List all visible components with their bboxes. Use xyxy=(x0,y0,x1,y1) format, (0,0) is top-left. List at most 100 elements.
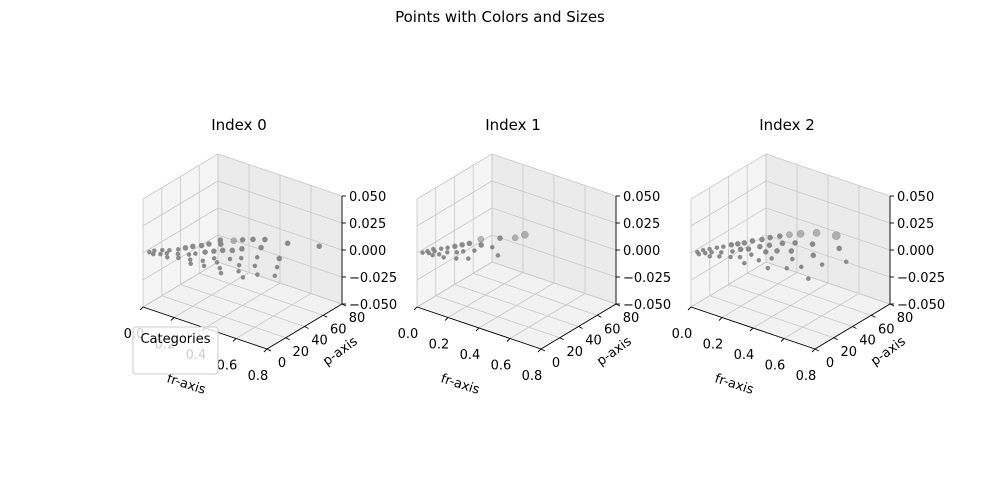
x-tick-label: 0.4 xyxy=(734,348,755,363)
grid-line xyxy=(765,207,891,251)
scatter-point xyxy=(274,264,280,270)
x-tick-label: 0.2 xyxy=(429,338,450,353)
z-tick-label: 0.050 xyxy=(897,190,934,205)
scatter-point xyxy=(284,240,291,247)
x-tick xyxy=(749,327,754,332)
x-tick-label: 0.4 xyxy=(460,348,481,363)
scatter-point xyxy=(453,256,459,261)
z-tick-label: 0.025 xyxy=(623,217,660,232)
scatter-point xyxy=(186,252,192,257)
scatter-point xyxy=(262,236,268,243)
y-tick xyxy=(833,337,838,341)
grid-line xyxy=(765,153,891,197)
y-tick-label: 80 xyxy=(623,311,640,326)
grid-line xyxy=(491,153,617,197)
x-axis-label: fr-axis xyxy=(713,371,756,398)
scatter-point xyxy=(766,242,773,249)
scatter-point xyxy=(258,244,264,251)
grid-line xyxy=(491,207,617,251)
x-tick-label: 0.6 xyxy=(765,359,786,374)
scatter-point xyxy=(430,252,436,258)
scatter-point xyxy=(218,270,224,276)
grid-line xyxy=(690,207,767,254)
scatter-point xyxy=(779,240,786,247)
y-tick-label: 0 xyxy=(278,356,286,371)
scatter-point xyxy=(831,231,841,241)
scatter-point xyxy=(784,265,790,271)
z-tick-label: 0.025 xyxy=(349,217,386,232)
scatter-point xyxy=(809,241,816,247)
x-tick-label: 0.6 xyxy=(217,359,238,374)
scatter-point xyxy=(187,257,193,262)
scatter-point xyxy=(788,248,795,254)
scatter-point xyxy=(454,250,460,255)
scatter-point xyxy=(511,234,519,242)
y-tick-label: 80 xyxy=(897,311,914,326)
scatter-point xyxy=(159,247,165,253)
scatter-point xyxy=(521,230,529,239)
scatter-point xyxy=(147,249,152,255)
y-tick-label: 0 xyxy=(552,356,560,371)
scatter-point xyxy=(472,248,477,253)
scatter-point xyxy=(792,240,798,246)
scatter-point xyxy=(465,256,471,261)
scatter-point xyxy=(200,258,206,264)
z-tick-label: 0.025 xyxy=(897,217,934,232)
grid-line xyxy=(416,153,493,200)
legend-box xyxy=(132,326,219,375)
scatter-point xyxy=(158,251,163,257)
scatter-point xyxy=(239,236,246,243)
x-tick xyxy=(232,338,237,342)
scatter-point xyxy=(741,240,748,246)
scatter-point xyxy=(702,250,708,256)
scatter-point xyxy=(150,251,156,257)
scatter-point xyxy=(238,255,244,261)
x-tick xyxy=(506,338,511,342)
scatter-point xyxy=(497,235,503,241)
grid-line xyxy=(217,207,343,251)
scatter-point xyxy=(276,255,283,262)
scatter-point xyxy=(714,245,720,251)
z-tick-label: 0.050 xyxy=(349,190,386,205)
scatter-point xyxy=(250,236,256,243)
grid-line xyxy=(491,261,617,305)
grid-line xyxy=(783,293,860,339)
scatter-point xyxy=(745,246,752,252)
x-tick-label: 0.8 xyxy=(522,369,543,384)
grid-line xyxy=(454,284,579,327)
scatter-point xyxy=(843,259,849,265)
y-tick-label: 60 xyxy=(330,322,347,337)
scatter-point xyxy=(720,244,726,250)
scatter-point xyxy=(201,263,207,269)
x-axis-label: fr-axis xyxy=(439,371,482,398)
grid-line xyxy=(217,153,343,197)
x-tick xyxy=(537,348,542,353)
scatter-point xyxy=(164,254,170,260)
x-tick xyxy=(263,348,268,353)
y-tick-label: 20 xyxy=(292,345,309,360)
grid-line xyxy=(199,272,324,316)
scatter-point xyxy=(182,245,189,251)
scatter-point xyxy=(438,246,444,252)
scatter-point xyxy=(748,252,754,257)
y-tick xyxy=(578,326,583,329)
scatter-point xyxy=(805,276,811,281)
scatter-point xyxy=(193,251,198,256)
scatter-point xyxy=(176,255,181,261)
y-tick-label: 60 xyxy=(878,322,895,337)
scatter-point xyxy=(236,262,242,268)
scatter-point xyxy=(452,243,458,250)
x-axis-label: fr-axis xyxy=(165,371,208,398)
scatter-point xyxy=(796,229,805,238)
subplot-title: Index 0 xyxy=(211,116,267,134)
scatter-point xyxy=(255,272,260,277)
grid-line xyxy=(142,180,219,227)
z-tick-label: 0.050 xyxy=(623,190,660,205)
figure-title: Points with Colors and Sizes xyxy=(395,8,605,26)
grid-line xyxy=(690,180,767,227)
scatter-point xyxy=(206,241,212,247)
x-tick-label: 0.8 xyxy=(248,369,269,384)
scatter-point xyxy=(757,243,763,250)
